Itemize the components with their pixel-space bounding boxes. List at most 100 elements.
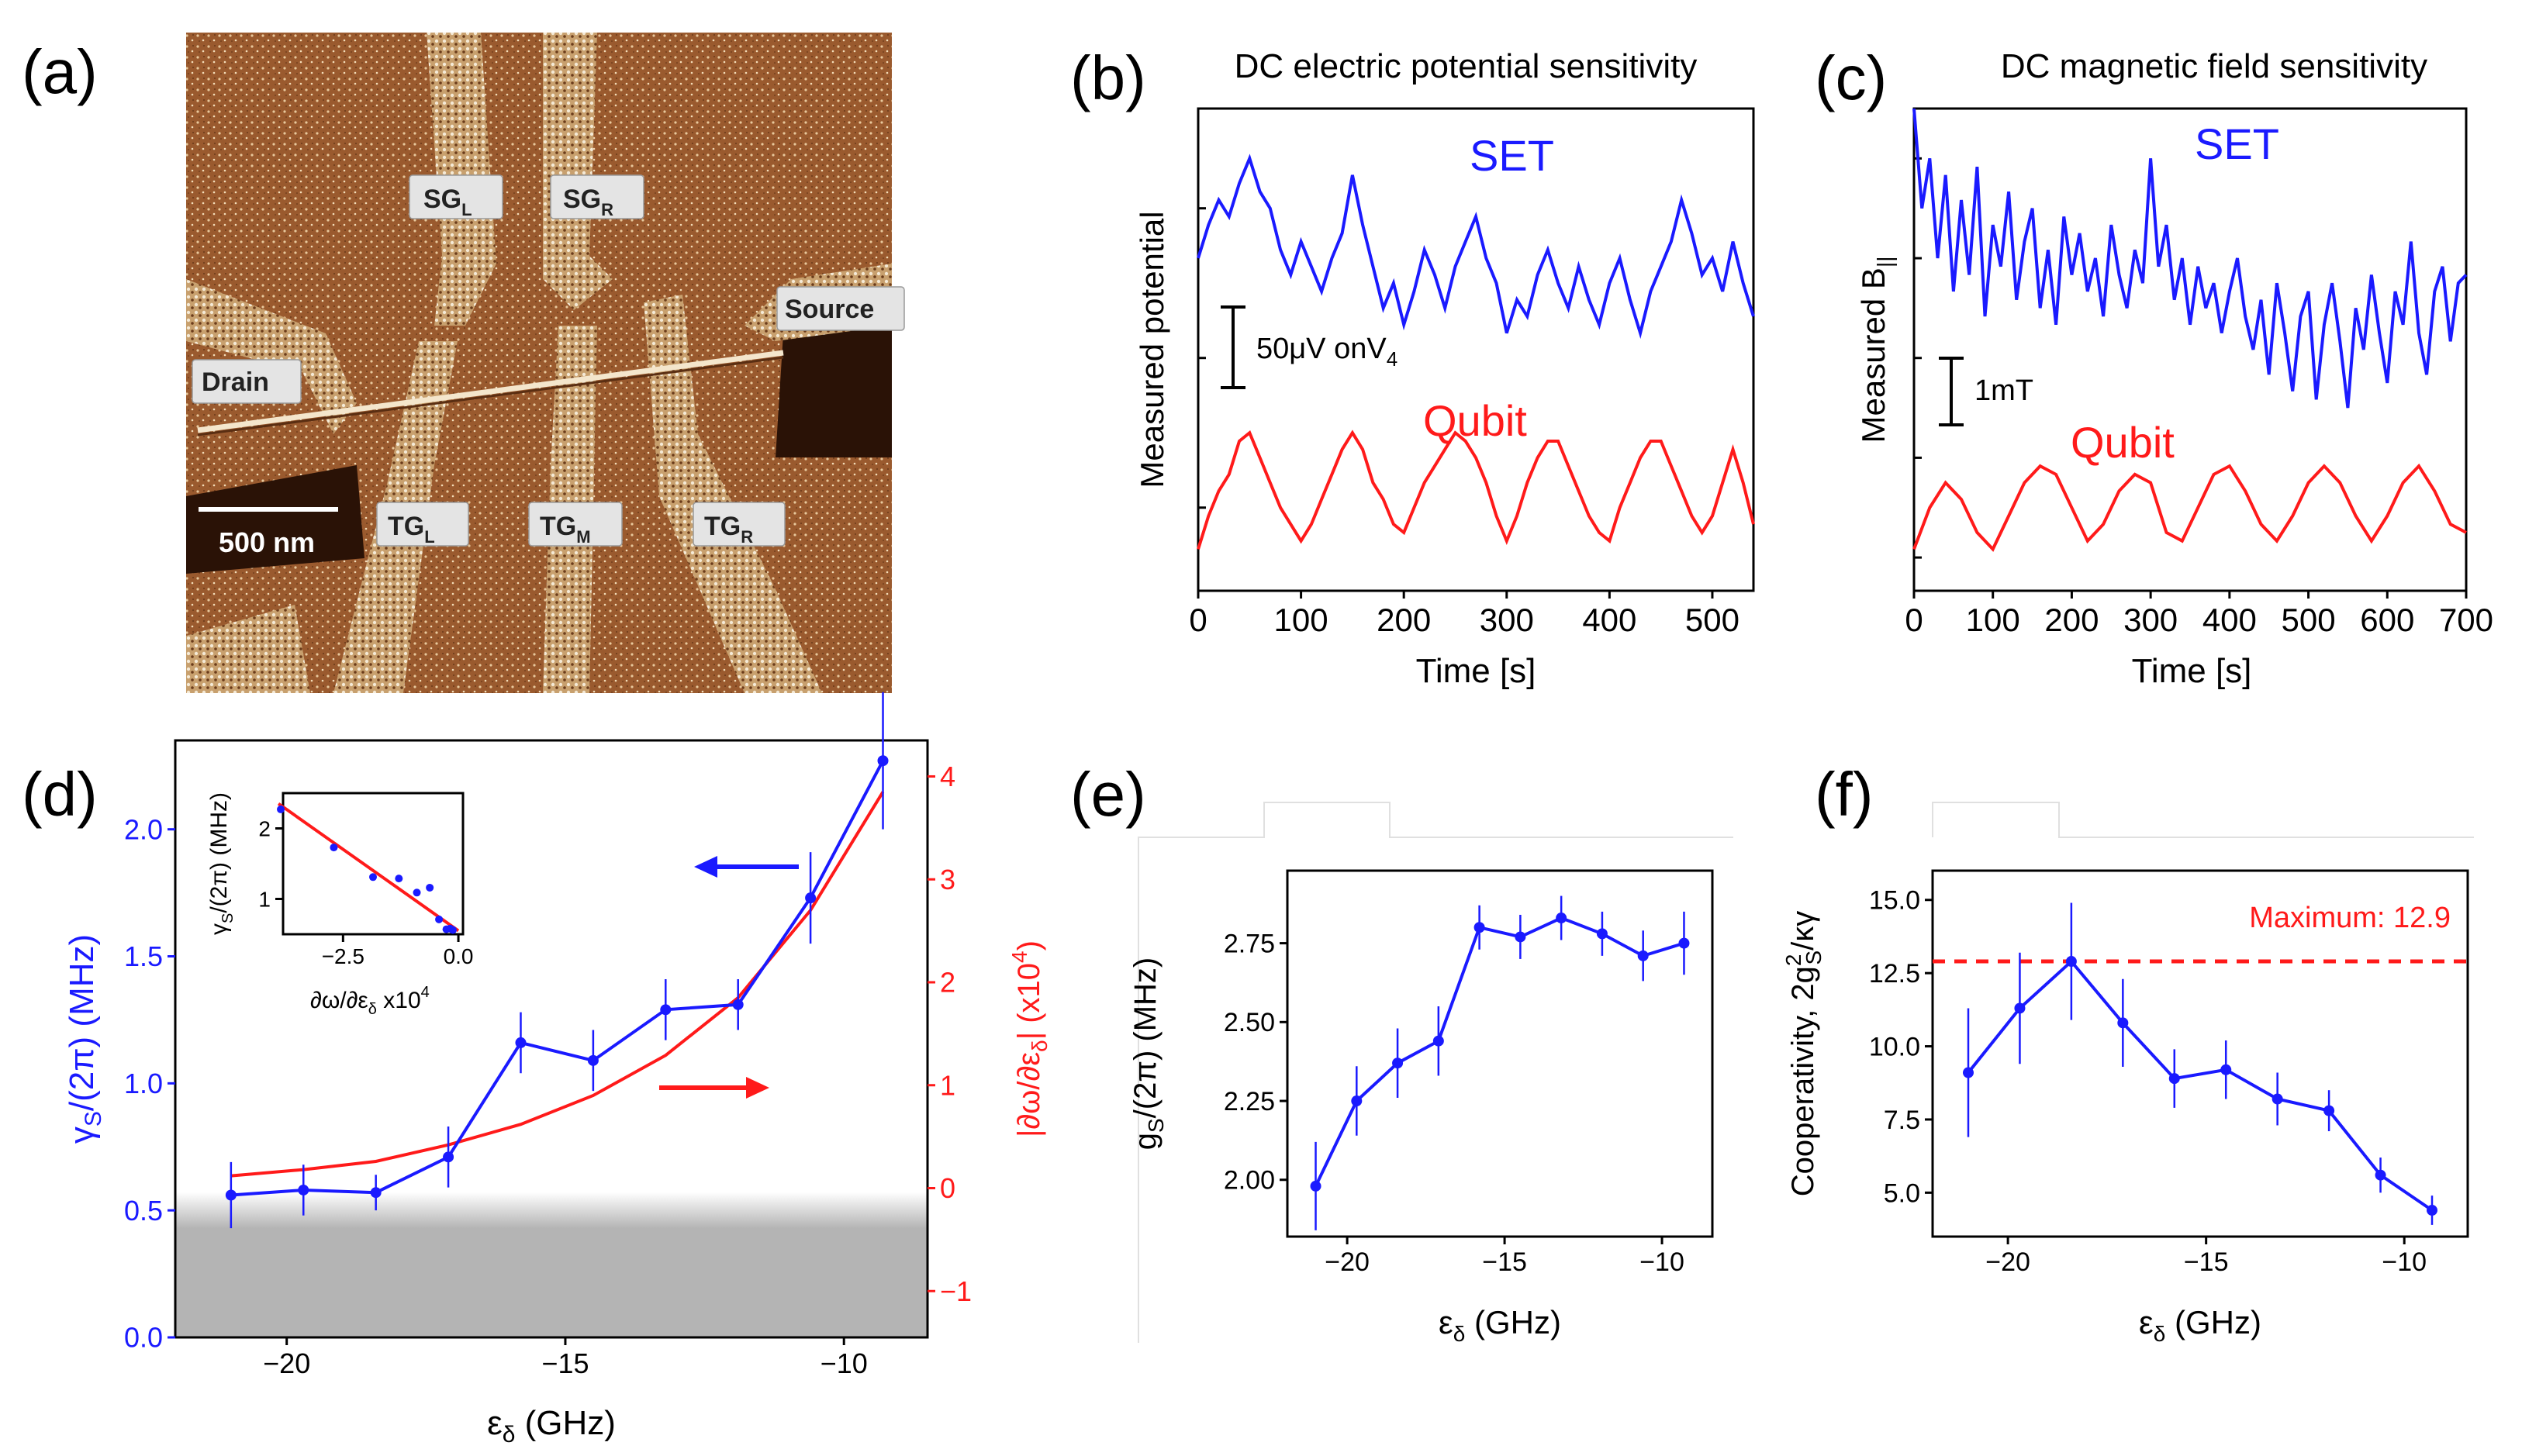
inset-xtick-label: 0.0	[444, 944, 474, 968]
panel-e-point	[1351, 1095, 1363, 1107]
panel-d-right-ytick-label: −1	[940, 1275, 972, 1307]
panel-c-qubit-line	[1912, 463, 2467, 552]
panel-d-point	[587, 1054, 599, 1066]
panel-d-right-ytick-label: 4	[940, 761, 955, 792]
panel-d-axes	[174, 739, 929, 1339]
panel-d-arrow-right	[659, 1077, 769, 1099]
panel-c-set-label: SET	[2195, 119, 2279, 168]
panel-d-ytick-label: 0.0	[124, 1322, 163, 1354]
panel-d-yticks: 0.0 0.5 1.0 1.5 2.0	[124, 813, 175, 1354]
svg-text:SGL: SGL	[423, 185, 472, 219]
panel-f-xticks: −20 −15 −10	[1985, 1237, 2427, 1277]
panel-f-label: (f)	[1815, 760, 1874, 829]
panel-b-xtick-label: 100	[1274, 602, 1328, 638]
panel-d-arrow-left	[694, 856, 799, 878]
panel-d-xlabel: εδ (GHz)	[487, 1404, 616, 1447]
panel-b-xtick-label: 300	[1480, 602, 1534, 638]
svg-text:Drain: Drain	[202, 367, 269, 397]
panel-c-xtick-label: 700	[2439, 602, 2493, 638]
inset-ytick-label: 1	[258, 887, 271, 911]
panel-a: (a) SGL	[22, 33, 905, 693]
inset-ytick-label: 2	[258, 816, 271, 840]
panel-f-point	[2065, 956, 2077, 968]
svg-text:TGL: TGL	[388, 512, 435, 547]
panel-c-xtick-label: 400	[2202, 602, 2257, 638]
panel-c-ylabel: Measured B||	[1855, 257, 1897, 443]
panel-b-xtick-label: 500	[1685, 602, 1739, 638]
panel-f: (f) −20 −15 −10 5.0 7.5 10.0 12.5 15.0 Maximum…	[1781, 760, 2474, 1346]
panel-b-xlabel: Time [s]	[1416, 652, 1536, 690]
panel-c-xtick-label: 500	[2282, 602, 2336, 638]
inset-point	[426, 883, 434, 892]
panel-c-xtick-label: 300	[2123, 602, 2178, 638]
label-drain: Drain	[192, 359, 302, 404]
panel-f-line	[1967, 959, 2434, 1212]
panel-a-label: (a)	[22, 37, 98, 106]
inset-points	[277, 805, 457, 934]
inset-xtick-label: −2.5	[322, 944, 364, 968]
panel-b-xtick-label: 0	[1189, 602, 1207, 638]
panel-c-label: (c)	[1815, 43, 1887, 112]
panel-f-point	[2323, 1105, 2335, 1116]
panel-b-xticks: 0 100 200 300 400 500	[1189, 591, 1739, 638]
panel-e: (e) −20 −15 −10 2.002.252.502.75 εδ (GHz) …	[1070, 760, 1733, 1346]
panel-b-set-label: SET	[1470, 131, 1554, 180]
svg-text:Source: Source	[785, 295, 874, 324]
panel-d-right-ytick-label: 1	[940, 1069, 955, 1101]
inset-point	[413, 888, 421, 897]
inset-fit-line	[277, 802, 460, 933]
panel-d-xticks: −20 −15 −10	[263, 1337, 868, 1379]
panel-f-point	[2375, 1169, 2386, 1181]
panel-d-xtick-label: −20	[263, 1347, 310, 1379]
inset-point	[369, 873, 377, 882]
panel-f-ytick-label: 10.0	[1869, 1032, 1920, 1061]
panel-c-title: DC magnetic field sensitivity	[2001, 47, 2427, 85]
svg-text:TGR: TGR	[704, 512, 753, 547]
panel-e-yticks: 2.00 2.25 2.50 2.75	[1224, 929, 1287, 1196]
panel-b-axes	[1197, 107, 1755, 592]
panel-c-xticks: 0 100 200 300 400 500 600 700	[1905, 591, 2493, 638]
panel-e-point	[1515, 931, 1526, 943]
panel-d-shade	[175, 1192, 928, 1337]
panel-e-xticks: −20 −15 −10	[1325, 1237, 1684, 1277]
panel-d-ytick-label: 2.0	[124, 813, 163, 845]
panel-e-point	[1392, 1057, 1404, 1069]
panel-b-title: DC electric potential sensitivity	[1235, 47, 1698, 85]
inset-point	[435, 915, 444, 923]
panel-f-ylabel: Cooperativity, 2g2S/κγ	[1781, 911, 1826, 1197]
panel-e-point	[1310, 1180, 1321, 1192]
inset-point	[330, 844, 338, 852]
panel-e-point	[1432, 1035, 1444, 1047]
panel-f-xtick-label: −20	[1985, 1247, 2030, 1277]
panel-e-points	[1310, 895, 1690, 1230]
panel-f-xtick-label: −10	[2382, 1247, 2427, 1277]
panel-f-max-label: Maximum: 12.9	[2249, 902, 2451, 934]
panel-d-xtick-label: −10	[821, 1347, 868, 1379]
panel-d-point	[370, 1187, 382, 1199]
panel-c-xtick-label: 0	[1905, 602, 1923, 638]
inset-point	[277, 805, 285, 813]
inset-yticks: 12	[258, 816, 283, 911]
panel-d-point	[877, 755, 889, 767]
panel-e-point	[1678, 937, 1690, 949]
panel-f-point	[2220, 1064, 2232, 1075]
panel-c-set-line	[1912, 108, 2468, 409]
panel-b-yticks	[1198, 207, 1206, 509]
panel-b-qubit-label: Qubit	[1423, 396, 1527, 445]
panel-e-label: (e)	[1070, 760, 1146, 829]
panel-f-yticks: 5.0 7.5 10.0 12.5 15.0	[1869, 886, 1933, 1208]
label-tg-r: TGR	[693, 502, 786, 547]
inset-xlabel: ∂ω/∂εδ x104	[310, 984, 430, 1018]
panel-e-xtick-label: −20	[1325, 1247, 1370, 1277]
gate-labels: SGL SGR Source Drain TGL TGM	[192, 174, 905, 558]
panel-d-point	[298, 1184, 309, 1196]
panel-c-xtick-label: 100	[1966, 602, 2020, 638]
panel-e-point	[1556, 913, 1567, 924]
inset-ylabel: γS/(2π) (MHz)	[206, 792, 237, 935]
panel-e-point	[1637, 950, 1649, 961]
panel-b-scale-bar	[1221, 305, 1245, 389]
panel-e-point	[1596, 928, 1608, 940]
panel-c-xtick-label: 200	[2044, 602, 2099, 638]
panel-e-xtick-label: −15	[1482, 1247, 1527, 1277]
